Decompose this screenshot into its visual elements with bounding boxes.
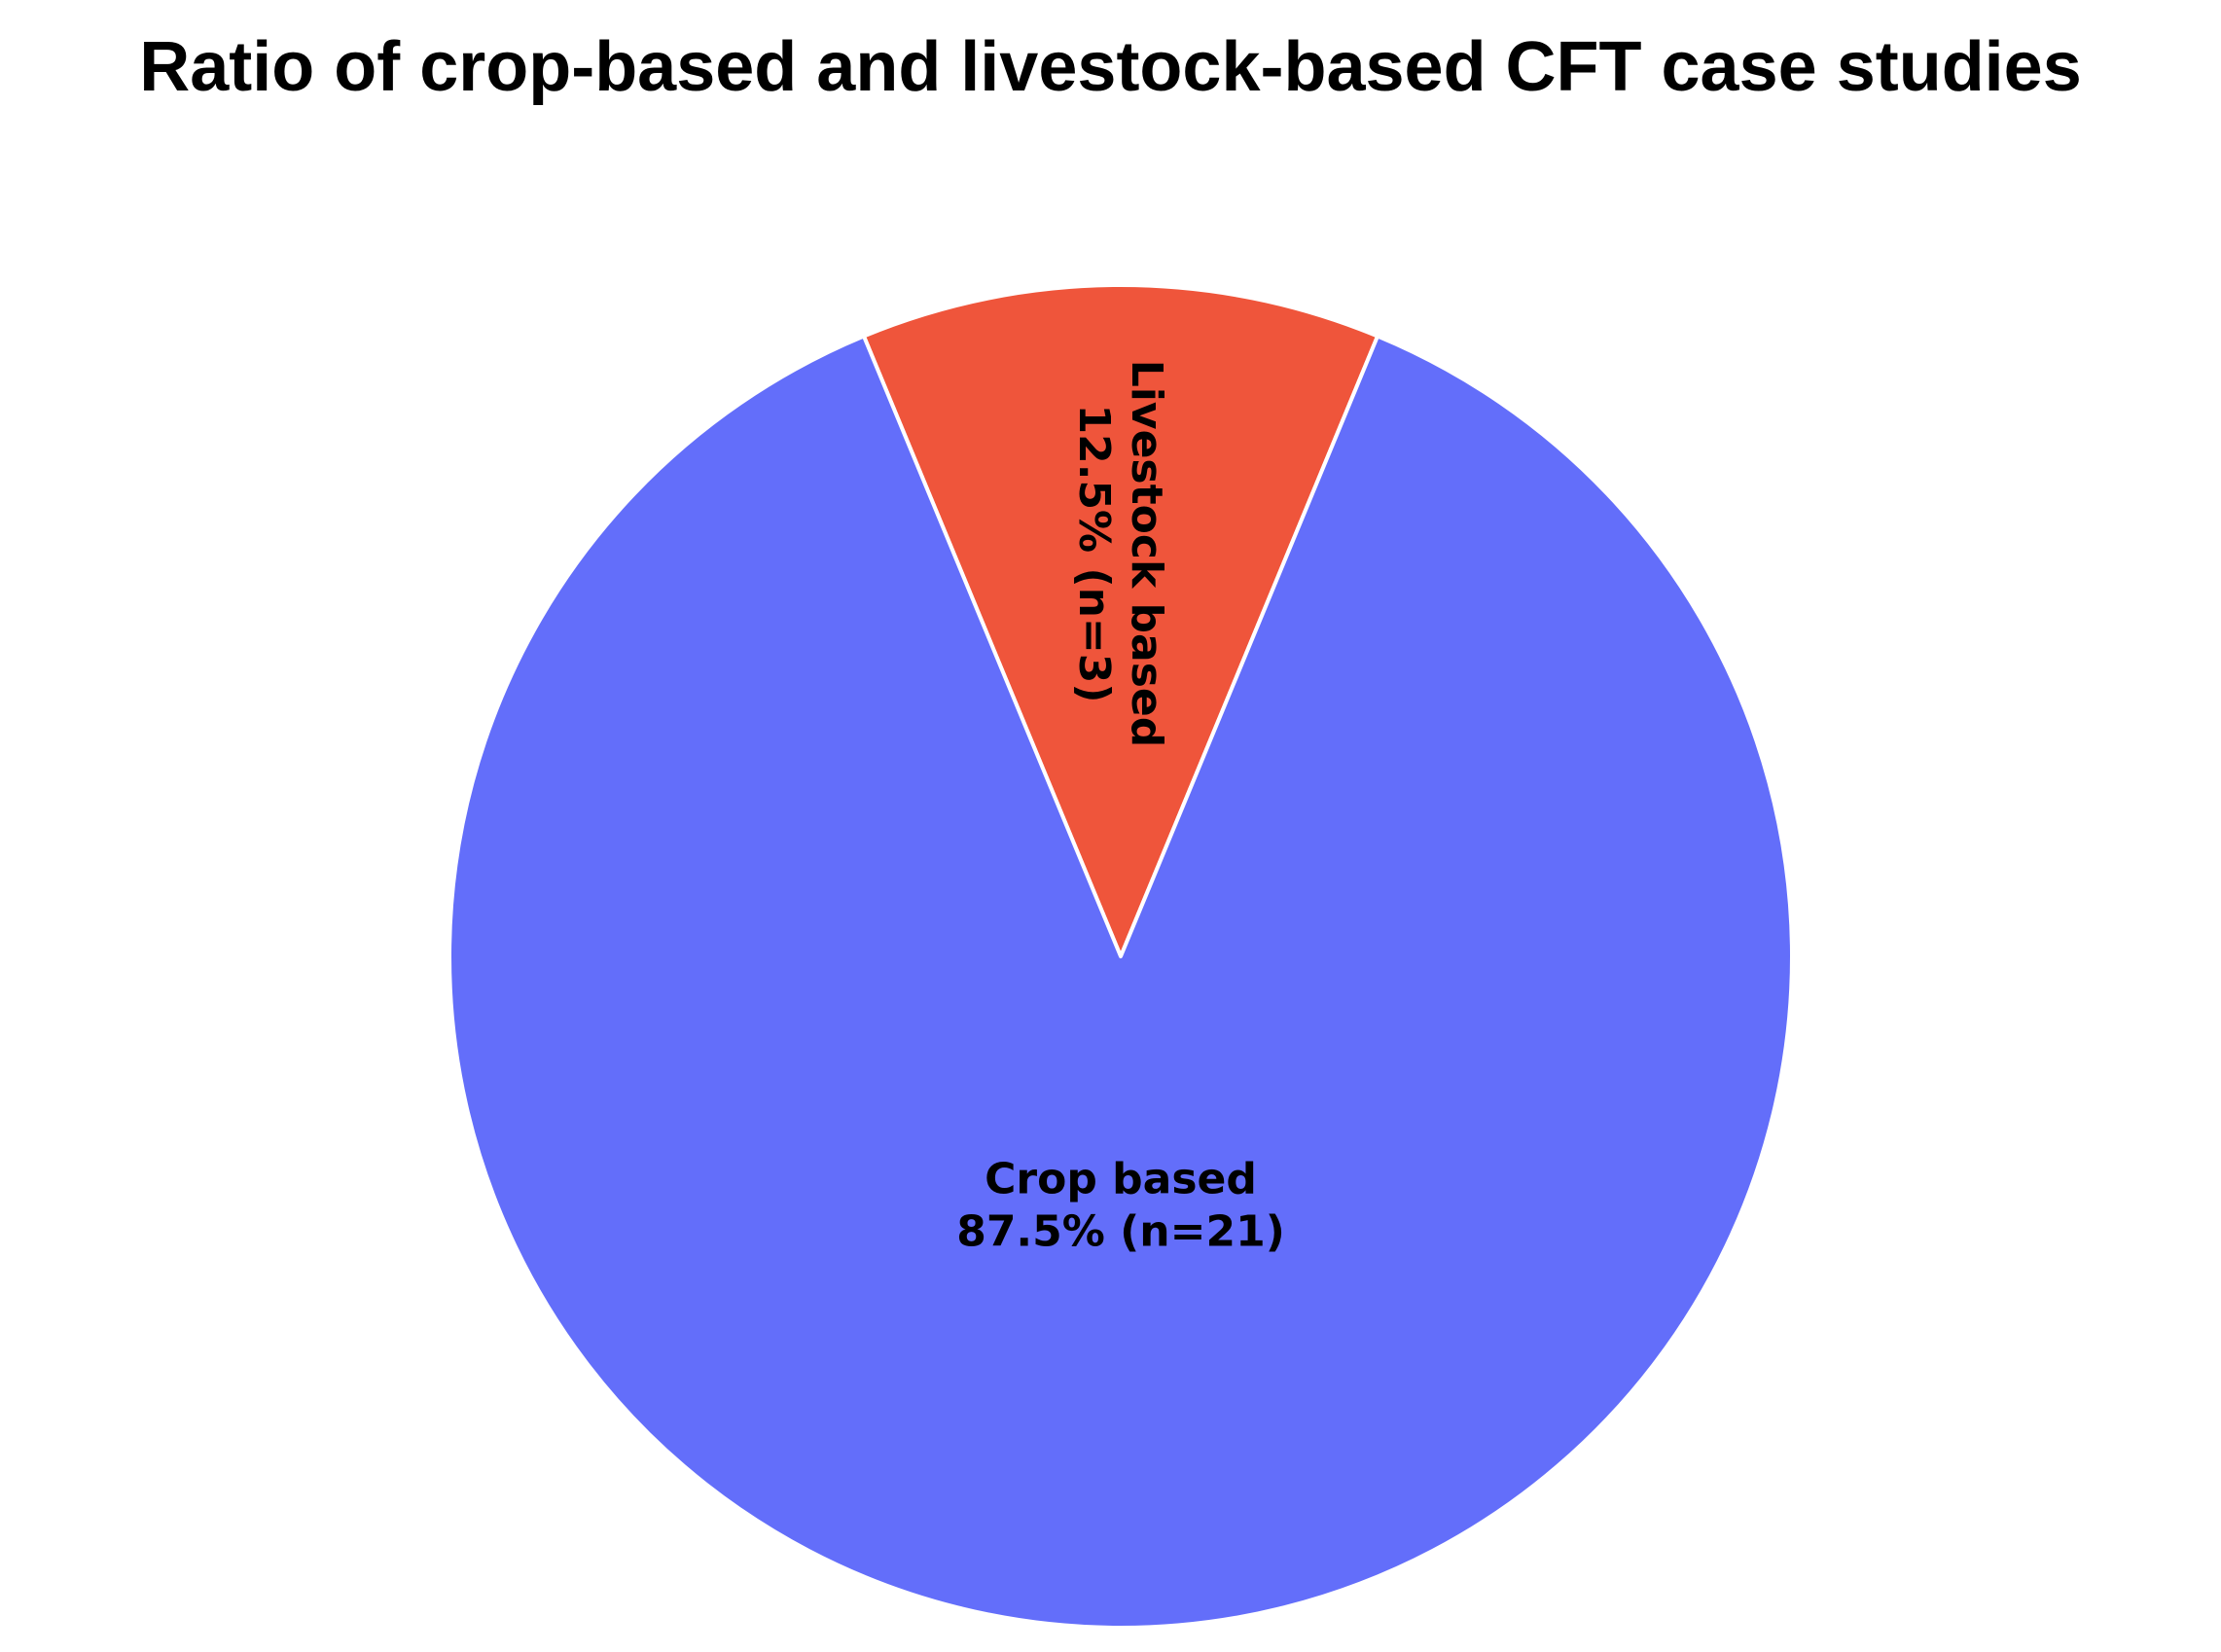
slice-percent-label: 87.5% (n=21) bbox=[956, 1206, 1285, 1256]
slice-percent-label: 12.5% (n=3) bbox=[1069, 405, 1119, 703]
pie-labels: Livestock based12.5% (n=3) Crop based 87.5… bbox=[956, 360, 1285, 1257]
slice-label-crop-based: Crop based 87.5% (n=21) bbox=[956, 1154, 1285, 1256]
slice-category-label: Livestock based bbox=[1122, 360, 1171, 747]
slice-category-label: Crop based bbox=[985, 1154, 1257, 1203]
pie-slices bbox=[448, 283, 1794, 1630]
chart-title: Ratio of crop-based and livestock-based … bbox=[139, 28, 2082, 106]
pie-slice-livestock-based bbox=[861, 283, 1380, 958]
pie-slice-crop-based bbox=[448, 334, 1794, 1630]
slice-label-livestock-based: Livestock based12.5% (n=3) bbox=[1069, 360, 1171, 747]
